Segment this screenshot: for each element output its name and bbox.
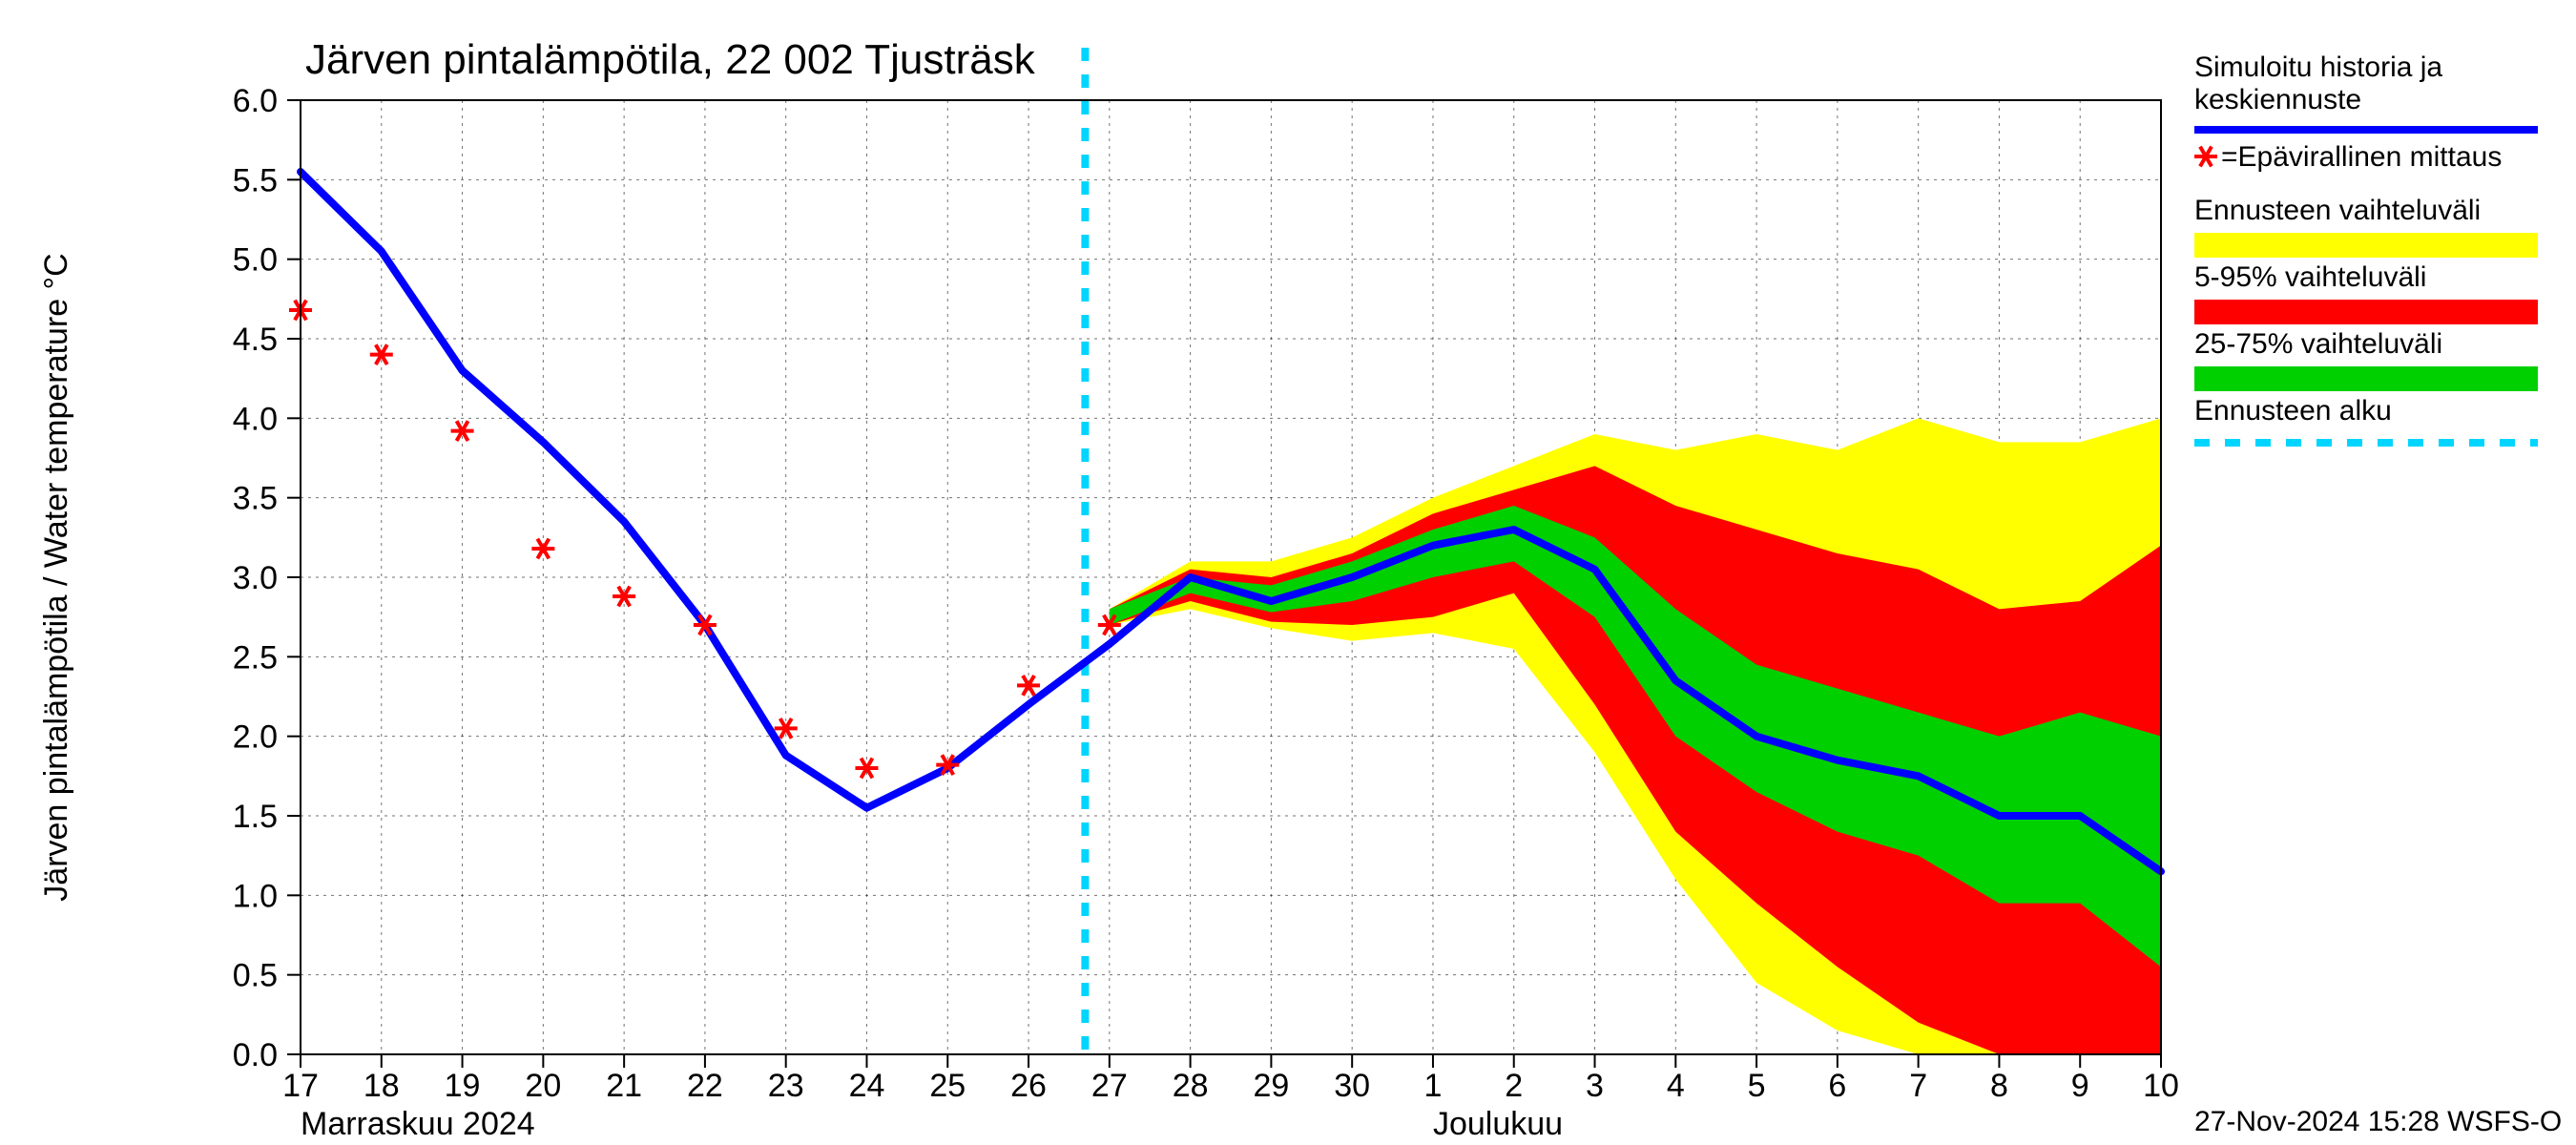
y-tick-label: 5.5 (233, 162, 278, 198)
y-tick-label: 1.0 (233, 878, 278, 914)
x-tick-label: 9 (2071, 1068, 2089, 1104)
x-tick-label: 17 (282, 1068, 319, 1104)
legend-label: keskiennuste (2194, 84, 2361, 115)
legend-swatch (2194, 233, 2538, 258)
x-tick-label: 20 (525, 1068, 561, 1104)
y-tick-label: 1.5 (233, 799, 278, 835)
x-tick-label: 3 (1586, 1068, 1604, 1104)
footer-timestamp: 27-Nov-2024 15:28 WSFS-O (2194, 1106, 2562, 1137)
legend-label: Ennusteen alku (2194, 395, 2392, 427)
x-tick-label: 21 (606, 1068, 642, 1104)
y-tick-label: 4.0 (233, 401, 278, 437)
y-tick-label: 0.0 (233, 1037, 278, 1073)
chart-svg: 0.0 0.5 1.0 1.5 2.0 2.5 3.0 3.5 4.0 4.5 5.0 5.5 6.0 1… (0, 0, 2576, 1145)
y-tick-label: 0.5 (233, 958, 278, 994)
x-tick-label: 7 (1909, 1068, 1927, 1104)
forecast-bands (1110, 370, 2233, 1054)
legend-label: Ennusteen vaihteluväli (2194, 195, 2481, 226)
chart-title: Järven pintalämpötila, 22 002 Tjusträsk (305, 36, 1036, 83)
x-tick-label: 8 (1990, 1068, 2008, 1104)
chart-container: 0.0 0.5 1.0 1.5 2.0 2.5 3.0 3.5 4.0 4.5 5.0 5.5 6.0 1… (0, 0, 2576, 1145)
x-tick-label: 1 (1423, 1068, 1442, 1104)
legend-marker (2194, 147, 2217, 167)
y-tick-label: 3.0 (233, 560, 278, 596)
y-tick-label: 2.0 (233, 719, 278, 756)
legend-label: Simuloitu historia ja (2194, 52, 2442, 83)
legend-swatch (2194, 366, 2538, 391)
x-tick-label: 6 (1828, 1068, 1846, 1104)
y-tick-label: 3.5 (233, 481, 278, 517)
x-tick-label: 25 (929, 1068, 966, 1104)
x-tick-label: 5 (1748, 1068, 1766, 1104)
measurement-marker (1017, 676, 1040, 696)
x-tick-label: 18 (364, 1068, 400, 1104)
x-tick-label: 30 (1334, 1068, 1370, 1104)
month1-fi: Marraskuu 2024 (301, 1106, 535, 1142)
x-tick-label: 4 (1667, 1068, 1685, 1104)
month2-fi: Joulukuu (1433, 1106, 1563, 1142)
legend-label: =Epävirallinen mittaus (2221, 141, 2502, 173)
x-tick-label: 29 (1253, 1068, 1289, 1104)
y-tick-label: 2.5 (233, 639, 278, 676)
y-axis-label: Järven pintalämpötila / Water temperatur… (38, 253, 74, 901)
x-tick-label: 28 (1173, 1068, 1209, 1104)
x-tick-label: 23 (768, 1068, 804, 1104)
y-tick-label: 6.0 (233, 83, 278, 119)
legend-label: 25-75% vaihteluväli (2194, 328, 2442, 360)
measurement-marker (531, 539, 554, 559)
x-tick-label: 26 (1010, 1068, 1047, 1104)
legend-swatch (2194, 300, 2538, 324)
x-tick-label: 24 (849, 1068, 885, 1104)
legend-label: 5-95% vaihteluväli (2194, 261, 2426, 293)
x-tick-label: 22 (687, 1068, 723, 1104)
y-tick-label: 5.0 (233, 242, 278, 279)
x-tick-label: 27 (1091, 1068, 1128, 1104)
x-tick-label: 2 (1505, 1068, 1523, 1104)
y-tick-label: 4.5 (233, 322, 278, 358)
legend: Simuloitu historia jakeskiennuste =Epävir… (2194, 52, 2538, 443)
measurement-marker (855, 759, 878, 779)
x-tick-label: 10 (2143, 1068, 2179, 1104)
x-tick-label: 19 (445, 1068, 481, 1104)
